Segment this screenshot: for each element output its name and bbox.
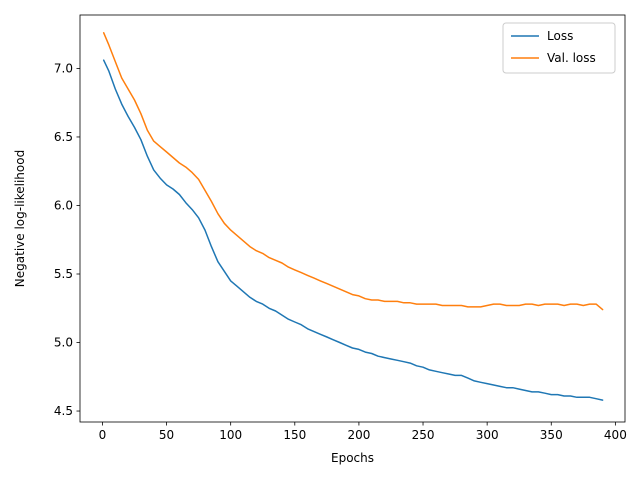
y-tick-label: 5.5 <box>54 267 73 281</box>
series-line-0 <box>102 59 604 401</box>
axes-frame <box>79 14 626 423</box>
x-axis-ticks: 0 50 100 150 200 250 300 350 400 <box>99 422 627 442</box>
x-tick-label: 400 <box>604 428 627 442</box>
x-tick-label: 250 <box>412 428 435 442</box>
y-axis-label: Negative log-likelihood <box>13 150 27 287</box>
legend: Loss Val. loss <box>502 22 616 74</box>
y-tick-label: 6.0 <box>54 198 73 212</box>
x-tick-label: 150 <box>283 428 306 442</box>
x-tick-label: 350 <box>540 428 563 442</box>
plot-area <box>80 15 625 422</box>
series-layer <box>102 32 604 401</box>
y-tick-label: 5.0 <box>54 336 73 350</box>
x-tick-label: 200 <box>347 428 370 442</box>
legend-label-0: Loss <box>547 29 573 43</box>
x-axis-label: Epochs <box>331 451 374 465</box>
y-tick-label: 4.5 <box>54 404 73 418</box>
y-tick-label: 6.5 <box>54 130 73 144</box>
x-tick-label: 0 <box>99 428 107 442</box>
x-tick-label: 100 <box>219 428 242 442</box>
y-axis-ticks: 4.5 5.0 5.5 6.0 6.5 7.0 <box>54 61 80 418</box>
x-tick-label: 50 <box>159 428 174 442</box>
legend-label-1: Val. loss <box>547 51 596 65</box>
y-tick-label: 7.0 <box>54 61 73 75</box>
series-line-1 <box>102 32 604 311</box>
x-tick-label: 300 <box>476 428 499 442</box>
